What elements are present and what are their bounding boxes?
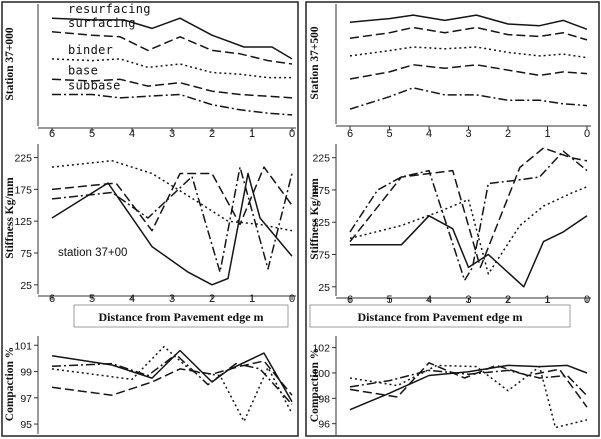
y-tick-label: 225	[14, 153, 32, 165]
series-label-base: base	[68, 63, 98, 77]
x-tick-label: 4	[129, 293, 135, 305]
series-line-base	[51, 78, 293, 99]
left-x-axis-title: Distance from Pavement edge m	[98, 310, 263, 324]
y-tick-label: 97	[20, 393, 32, 405]
x-tick-label: 0	[289, 293, 295, 305]
y-axis-label: Station 37+500	[309, 26, 321, 100]
series-line-dashed-1	[349, 362, 588, 408]
x-tick-label: 2	[209, 128, 215, 140]
y-tick-label: 75	[318, 250, 330, 262]
y-tick-label: 98	[318, 393, 330, 405]
series-line-dashed-1	[349, 147, 588, 269]
y-tick-label: 175	[14, 184, 32, 196]
series-label-binder: binder	[68, 43, 113, 57]
series-line-dashdot-2	[51, 166, 293, 273]
x-tick-label: 0	[584, 128, 590, 140]
series-line-dashdot-2	[349, 150, 588, 282]
left-figure-frame	[1, 1, 299, 437]
series-line-subbase	[52, 93, 293, 116]
series-line-dotted-3	[51, 159, 293, 232]
y-tick-label: 100	[312, 368, 330, 380]
y-tick-label: 101	[14, 340, 32, 352]
x-tick-label: 3	[169, 293, 175, 305]
x-tick-label: 5	[89, 128, 95, 140]
right-figure-frame	[305, 1, 600, 437]
x-tick-label: 2	[505, 128, 511, 140]
x-tick-label: 6	[49, 293, 55, 305]
series-line-surfacing	[51, 31, 293, 65]
y-axis-label: Compaction %	[4, 347, 16, 421]
series-line-dashdot-4	[349, 87, 588, 110]
y-tick-label: 225	[312, 153, 330, 165]
y-tick-label: 175	[312, 185, 330, 197]
x-tick-label: 0	[289, 128, 295, 140]
x-tick-label: 1	[249, 128, 255, 140]
x-tick-label: 6	[49, 128, 55, 140]
x-tick-label: 1	[544, 128, 550, 140]
series-label-resurfacing: resurfacing	[68, 2, 151, 16]
x-tick-label: 2	[209, 293, 215, 305]
series-line-dotted-3	[349, 186, 588, 275]
x-tick-label: 6	[347, 294, 353, 306]
series-line-solid-0	[350, 215, 588, 288]
series-line-dashed-3	[349, 64, 588, 80]
right-axis-title-box	[309, 304, 571, 328]
y-tick-label: 96	[318, 419, 330, 431]
x-tick-label: 3	[465, 128, 471, 140]
series-line-dashed-1	[51, 166, 293, 232]
y-tick-label: 125	[312, 217, 330, 229]
y-tick-label: 25	[20, 280, 32, 292]
x-tick-label: 5	[386, 128, 392, 140]
x-tick-label: 4	[129, 128, 135, 140]
x-tick-label: 5	[386, 294, 392, 306]
y-tick-label: 99	[20, 367, 32, 379]
y-tick-label: 25	[318, 282, 330, 294]
x-tick-label: 1	[544, 294, 550, 306]
y-axis-label: Compaction %	[309, 348, 321, 422]
series-line-dotted-3	[349, 364, 588, 429]
left-axis-title-box	[73, 304, 289, 328]
x-tick-label: 5	[89, 293, 95, 305]
x-tick-label: 6	[347, 128, 353, 140]
x-tick-label: 0	[584, 294, 590, 306]
series-line-dashed-1	[349, 26, 588, 41]
series-line-solid-0	[51, 172, 293, 286]
series-line-dashdot-2	[349, 369, 588, 397]
series-label-subbase: subbase	[68, 79, 121, 93]
x-tick-label: 1	[249, 293, 255, 305]
series-line-resurfacing	[51, 17, 293, 60]
series-label-surfacing: surfacing	[68, 16, 136, 30]
y-tick-label: 95	[20, 419, 32, 431]
y-tick-label: 125	[14, 216, 32, 228]
series-line-dashdot-2	[51, 353, 293, 405]
series-line-dashed-1	[51, 360, 293, 396]
x-tick-label: 4	[426, 128, 432, 140]
series-line-solid-0	[51, 349, 293, 403]
x-tick-label: 3	[169, 128, 175, 140]
y-axis-label: Station 37+000	[4, 27, 16, 101]
series-line-solid-0	[349, 14, 588, 31]
x-tick-label: 3	[465, 294, 471, 306]
y-axis-label: Stiffness Kg/mm	[309, 178, 321, 260]
series-line-dotted-2	[349, 46, 588, 59]
y-tick-label: 102	[312, 343, 330, 355]
x-tick-label: 2	[505, 294, 511, 306]
series-line-solid-0	[349, 364, 588, 411]
y-tick-label: 75	[20, 248, 32, 260]
y-axis-label: Stiffness Kg/mm	[4, 177, 16, 259]
x-tick-label: 4	[426, 294, 432, 306]
chart-annotation: station 37+00	[58, 247, 127, 259]
right-x-axis-title: Distance from Pavement edge m	[357, 310, 522, 324]
